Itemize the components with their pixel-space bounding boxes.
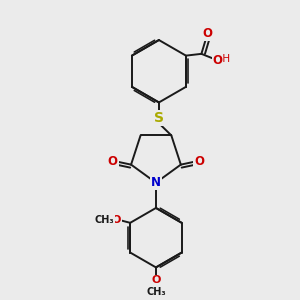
Text: S: S	[154, 111, 164, 125]
Text: ·H: ·H	[220, 55, 231, 64]
Text: O: O	[112, 215, 121, 225]
Text: CH₃: CH₃	[95, 215, 115, 225]
Text: O: O	[108, 155, 118, 168]
Text: O: O	[151, 275, 160, 286]
Text: O: O	[194, 155, 204, 168]
Text: N: N	[151, 176, 161, 189]
Text: O: O	[202, 27, 212, 40]
Text: O: O	[212, 54, 222, 67]
Text: CH₃: CH₃	[146, 287, 166, 297]
